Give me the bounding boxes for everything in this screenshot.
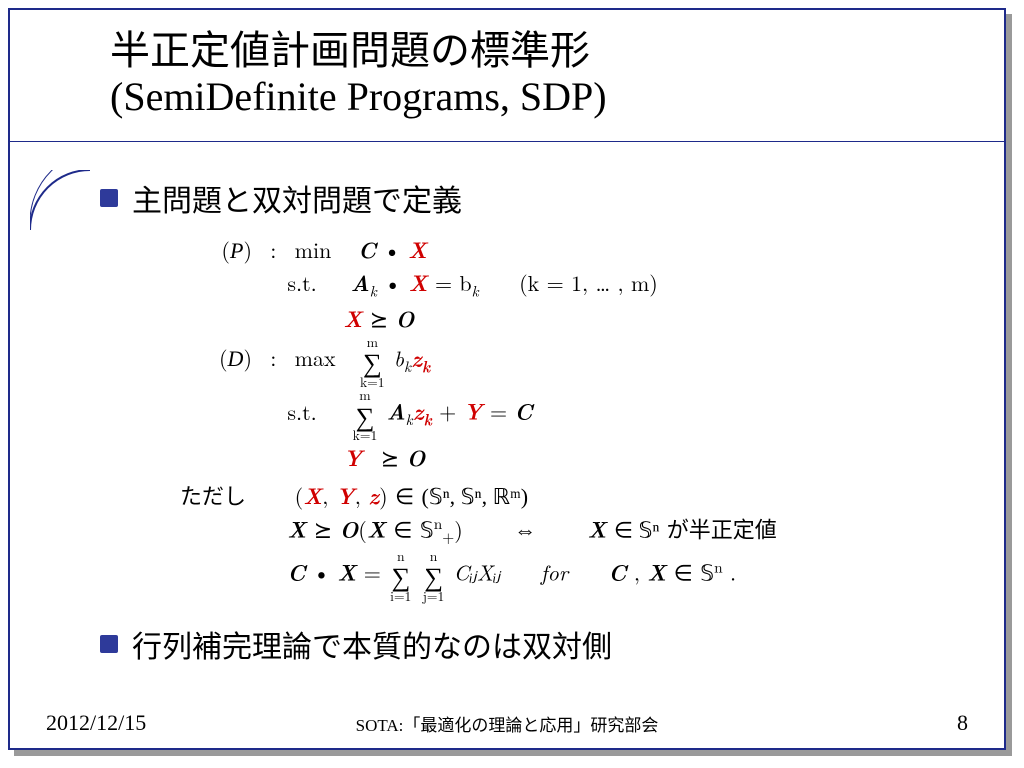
where-line1: ただし (X, Y, z) ∈ (𝕊ⁿ, 𝕊ⁿ, ℝᵐ) (180, 480, 944, 513)
title-area: 半正定値計画問題の標準形 (SemiDefinite Programs, SDP… (10, 10, 1004, 126)
dual-obj: (D) : max m∑k=1 bkzk (180, 335, 944, 389)
bullet-icon (100, 635, 118, 653)
primal-con1: s.t. Ak • X = bk (k = 1, … , m) (180, 267, 944, 303)
footer-center: SOTA:「最適化の理論と応用」研究部会 (10, 711, 1004, 736)
footer: 2012/12/15 SOTA:「最適化の理論と応用」研究部会 8 (10, 710, 1004, 736)
slide: 半正定値計画問題の標準形 (SemiDefinite Programs, SDP… (8, 8, 1006, 750)
where-line2: X ⪰ O(X ∈ 𝕊n+) ⇔ X ∈ 𝕊ⁿ が半正定値 (180, 513, 944, 549)
title-line1: 半正定値計画問題の標準形 (110, 28, 1004, 74)
arc-decoration (30, 170, 150, 290)
bullet-2: 行列補完理論で本質的なのは双対側 (100, 622, 944, 666)
bullet-1-text: 主問題と双対問題で定義 (132, 176, 462, 220)
dual-con2: Y ⪰ O (180, 442, 944, 474)
bullet-2-text: 行列補完理論で本質的なのは双対側 (132, 622, 612, 666)
math-block: (P) : min C • X s.t. Ak • X = bk (k = 1,… (100, 228, 944, 622)
dual-con1: s.t. m∑k=1 Akzk + Y = C (180, 388, 944, 442)
title-line2: (SemiDefinite Programs, SDP) (110, 74, 1004, 120)
title-underline (10, 141, 1004, 142)
content-area: 主問題と双対問題で定義 (P) : min C • X s.t. Ak • X … (10, 126, 1004, 666)
bullet-1: 主問題と双対問題で定義 (100, 176, 944, 220)
primal-obj: (P) : min C • X (180, 234, 944, 267)
where-line3: C • X = n∑i=1 n∑j=1 CᵢⱼXᵢⱼ for C , X ∈ 𝕊… (180, 549, 944, 603)
primal-con2: X ⪰ O (180, 303, 944, 335)
